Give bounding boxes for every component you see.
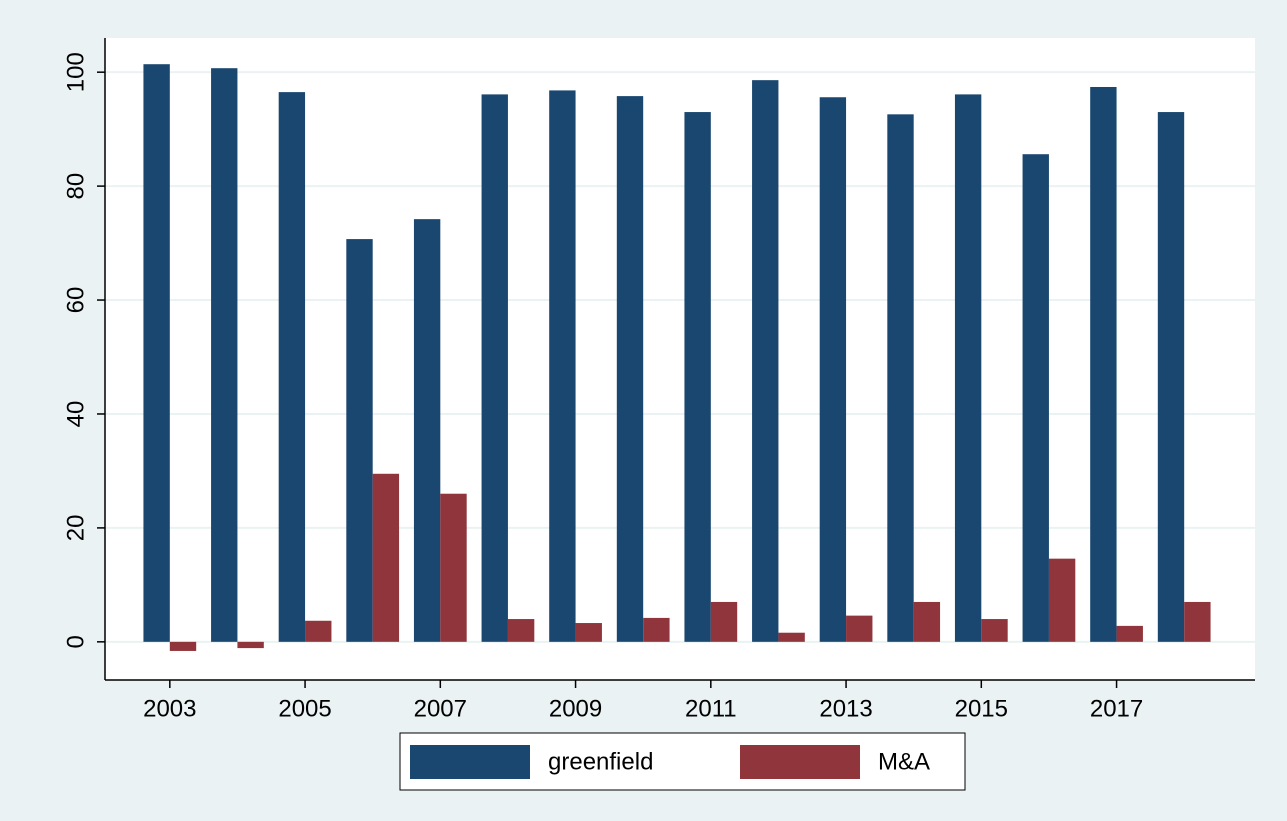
bar (752, 80, 779, 642)
bar (346, 239, 373, 642)
bar (549, 90, 576, 642)
bar (143, 64, 170, 642)
bar (1157, 112, 1185, 642)
bar (440, 493, 467, 642)
bar (913, 601, 941, 642)
bar (887, 114, 914, 642)
bar (413, 219, 441, 642)
bar (507, 619, 535, 642)
x-tick-label: 2003 (143, 695, 196, 722)
bar (954, 94, 982, 642)
legend-label: greenfield (548, 748, 653, 775)
y-tick-label: 80 (62, 173, 89, 200)
bar (819, 97, 847, 642)
bar (1022, 154, 1049, 642)
bar (1116, 625, 1143, 642)
x-tick-label: 2005 (278, 695, 331, 722)
bar (643, 617, 670, 642)
legend-swatch (740, 745, 860, 779)
bar (237, 641, 264, 649)
bar (305, 620, 332, 642)
bar (981, 619, 1008, 642)
bar (1048, 558, 1076, 642)
y-tick-label: 20 (62, 515, 89, 542)
x-tick-label: 2017 (1090, 695, 1143, 722)
bar (846, 615, 873, 642)
x-tick-label: 2013 (819, 695, 872, 722)
bar (1090, 86, 1117, 642)
bar (481, 94, 508, 642)
y-tick-label: 0 (62, 635, 89, 648)
bar (575, 623, 602, 642)
y-tick-label: 40 (62, 401, 89, 428)
bar (211, 68, 238, 642)
x-tick-label: 2007 (414, 695, 467, 722)
legend-swatch (410, 745, 530, 779)
y-tick-label: 100 (62, 52, 89, 92)
x-tick-label: 2015 (955, 695, 1008, 722)
bar (684, 112, 711, 642)
bar (372, 473, 400, 642)
bar (169, 641, 197, 651)
bar (616, 96, 644, 642)
plot-area (105, 38, 1255, 680)
x-tick-label: 2009 (549, 695, 602, 722)
bar (278, 92, 306, 642)
bar (710, 601, 738, 642)
x-tick-label: 2011 (685, 695, 737, 722)
legend-label: M&A (878, 748, 930, 775)
bar (778, 632, 805, 642)
y-tick-label: 60 (62, 287, 89, 314)
bar (1184, 601, 1211, 642)
